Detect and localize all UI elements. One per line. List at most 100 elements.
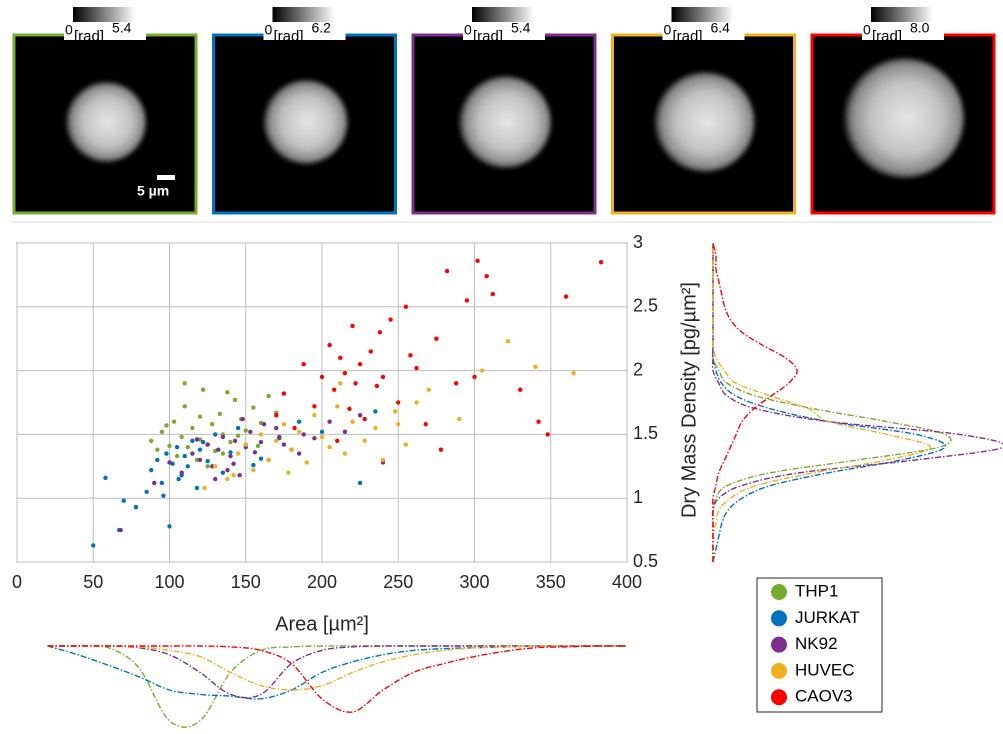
data-point bbox=[319, 434, 325, 440]
data-point bbox=[190, 438, 195, 443]
data-point bbox=[536, 419, 541, 424]
data-point bbox=[350, 419, 355, 424]
data-point bbox=[292, 425, 297, 431]
data-point bbox=[197, 457, 203, 463]
data-point bbox=[228, 439, 233, 445]
cell-image bbox=[844, 58, 964, 178]
y-density-curve bbox=[712, 243, 946, 563]
data-point bbox=[414, 400, 419, 405]
data-point bbox=[286, 470, 291, 475]
data-point bbox=[479, 368, 485, 373]
data-point bbox=[205, 442, 210, 447]
data-point bbox=[235, 451, 241, 456]
data-point bbox=[266, 393, 271, 399]
data-point bbox=[490, 291, 495, 297]
data-point bbox=[258, 432, 264, 437]
data-point bbox=[220, 470, 226, 475]
colorbar-label-box bbox=[662, 22, 745, 40]
x-axis-label: Area [µm²] bbox=[275, 613, 369, 635]
data-point bbox=[347, 406, 352, 412]
data-point bbox=[342, 370, 348, 376]
x-tick-label: 50 bbox=[83, 572, 103, 592]
data-point bbox=[518, 387, 523, 392]
data-point bbox=[251, 462, 256, 468]
data-point bbox=[296, 419, 302, 424]
data-point bbox=[174, 444, 180, 450]
data-point bbox=[380, 457, 386, 463]
data-point bbox=[231, 473, 236, 478]
data-point bbox=[258, 456, 264, 461]
data-point bbox=[205, 458, 210, 464]
data-point bbox=[133, 504, 139, 510]
colorbar-unit: [rad] bbox=[274, 28, 304, 45]
data-point bbox=[319, 429, 325, 435]
data-point bbox=[149, 467, 154, 473]
data-point bbox=[357, 480, 363, 486]
data-point bbox=[179, 434, 184, 440]
colorbar-min: 0 bbox=[65, 22, 73, 38]
data-point bbox=[274, 425, 279, 431]
colorbar-label-box bbox=[263, 22, 346, 40]
legend-label: NK92 bbox=[795, 634, 838, 653]
x-density-curve bbox=[47, 645, 627, 691]
data-point bbox=[266, 457, 271, 463]
data-point bbox=[197, 437, 203, 442]
data-point bbox=[350, 323, 355, 329]
data-point bbox=[228, 453, 233, 459]
x-density-curve bbox=[47, 645, 627, 700]
legend-marker bbox=[771, 662, 787, 679]
data-point bbox=[200, 387, 206, 392]
colorbar-unit: [rad] bbox=[872, 28, 902, 45]
data-point bbox=[362, 438, 367, 443]
data-point bbox=[240, 416, 245, 422]
x-tick-label: 300 bbox=[459, 572, 489, 592]
legend-marker bbox=[771, 610, 787, 627]
data-point bbox=[103, 475, 108, 480]
x-density-curve bbox=[47, 645, 627, 699]
data-point bbox=[182, 381, 187, 386]
y-tick-label: 3 bbox=[633, 232, 643, 252]
data-point bbox=[403, 442, 409, 447]
data-point bbox=[197, 414, 203, 419]
data-point bbox=[182, 404, 187, 409]
x-tick-label: 400 bbox=[612, 572, 642, 592]
data-point bbox=[176, 476, 181, 482]
y-tick-label: 1.5 bbox=[633, 423, 658, 443]
y-tick-label: 2.5 bbox=[633, 296, 658, 316]
data-point bbox=[167, 524, 172, 529]
data-point bbox=[197, 447, 203, 452]
data-point bbox=[159, 429, 165, 435]
data-point bbox=[319, 374, 325, 380]
data-point bbox=[396, 400, 401, 405]
data-point bbox=[237, 473, 242, 478]
data-point bbox=[301, 362, 306, 367]
colorbar-max: 5.4 bbox=[112, 20, 132, 36]
colorbar-max: 8.0 bbox=[910, 20, 930, 36]
data-point bbox=[472, 374, 477, 380]
data-point bbox=[368, 349, 373, 354]
data-point bbox=[289, 447, 294, 452]
y-density-curve bbox=[711, 243, 1003, 562]
data-point bbox=[190, 451, 195, 456]
colorbar-unit: [rad] bbox=[473, 28, 503, 45]
colorbar-max: 5.4 bbox=[511, 20, 531, 36]
data-point bbox=[155, 457, 160, 463]
data-point bbox=[243, 442, 248, 447]
cell-image bbox=[66, 82, 146, 162]
data-point bbox=[438, 447, 444, 452]
data-point bbox=[403, 304, 409, 309]
data-point bbox=[545, 432, 550, 437]
colorbar-min: 0 bbox=[464, 22, 472, 38]
data-point bbox=[426, 387, 431, 392]
y-tick-label: 1 bbox=[633, 487, 643, 507]
cell-image bbox=[459, 76, 551, 168]
data-point bbox=[563, 294, 569, 299]
y-axis-label: Dry Mass Density [pg/µm²] bbox=[678, 282, 700, 518]
colorbar bbox=[871, 7, 933, 22]
x-tick-label: 350 bbox=[536, 572, 566, 592]
data-point bbox=[190, 425, 195, 431]
data-point bbox=[220, 451, 226, 456]
x-density-curve bbox=[47, 645, 628, 713]
data-point bbox=[335, 404, 340, 409]
data-point bbox=[312, 413, 317, 418]
